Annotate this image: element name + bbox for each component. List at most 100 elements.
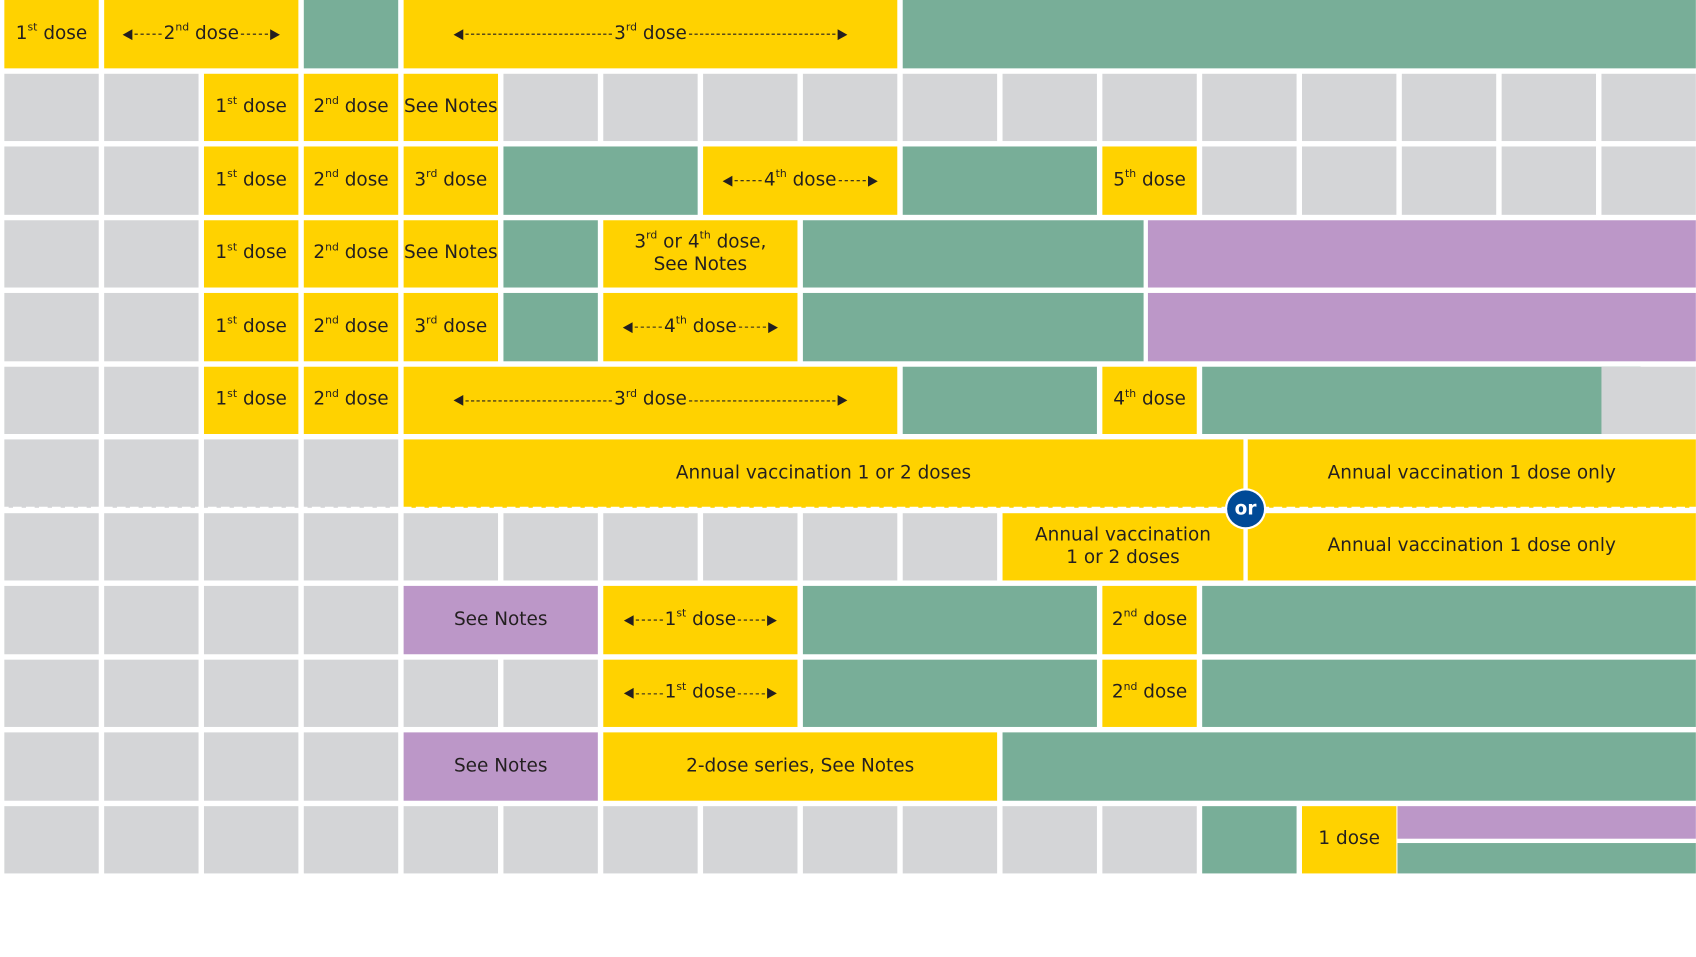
cell-grey [104,439,199,508]
cell-grey [4,292,99,362]
cell-third-dose: 3rd dose [403,366,898,434]
cell-grey [4,73,99,142]
cell-grey [4,439,99,508]
cell-second-dose: 2nd dose [104,0,299,69]
dose-label: 1st dose [215,314,287,338]
cell-grey [802,73,898,142]
cell-grey [203,806,299,874]
cell-grey [503,659,598,727]
cell-first-dose: 1st dose [4,0,99,69]
cell-fourth-dose: 4th dose [1102,366,1197,434]
cell-third-dose: 3rd dose [403,146,499,215]
dose-label: 3rd dose [414,314,488,338]
cell-grey [403,659,499,727]
cell-green [902,0,1696,69]
cell-grey [802,513,898,581]
dose-label: Annual vaccination 1 dose only [1327,462,1616,484]
cell-first-dose: 1st dose [203,146,299,215]
cell-grey [603,73,698,142]
span-line [635,619,663,621]
cell-grey [104,220,199,288]
cell-first-dose: 1st dose [203,73,299,142]
arrow-right-icon [767,687,778,699]
cell-grey [4,366,99,434]
cell-grey [104,659,199,727]
dose-label: 2nd dose [1111,607,1188,631]
cell-second-dose: 2nd dose [1102,585,1197,655]
cell-first-dose: 1st dose [203,220,299,288]
span-line [134,33,162,35]
cell-green [1397,843,1696,874]
cell-fourth-dose: 4th dose [603,292,798,362]
cell-grey [203,659,299,727]
dose-label: 4th dose [1113,388,1186,411]
cell-see-notes: See Notes [403,73,499,142]
arrow-left-icon [622,321,633,333]
cell-first-dose: 1st dose [203,292,299,362]
dose-label: 1st dose [664,607,737,631]
arrow-right-icon [270,28,281,40]
cell-grey [203,439,299,508]
span-line [734,180,762,182]
dose-label: 1 or 2 doses [1066,546,1180,569]
two-line-label: 3rd or 4th dose, See Notes [634,231,766,277]
span-line [465,399,612,401]
cell-fifth-dose: 5th dose [1102,146,1197,215]
cell-grey [503,513,598,581]
cell-second-dose: 2nd dose [1102,659,1197,727]
span-line [738,326,767,328]
cell-grey [1401,73,1497,142]
arrow-left-icon [623,614,634,626]
cell-annual-1-only: Annual vaccination 1 dose only [1247,513,1696,581]
cell-grey [1002,806,1097,874]
dose-label: 1st dose [15,21,88,45]
arrow-right-icon [768,321,778,333]
cell-grey [4,732,99,801]
span-line [635,692,663,694]
cell-green [802,292,1144,362]
cell-third-dose: 3rd dose [403,0,898,69]
dose-label: 4th dose [763,168,837,191]
cell-green [802,585,1097,655]
label-line: 1 or 2 doses [1035,547,1211,570]
cell-green [902,366,1097,434]
arrow-left-icon [453,394,464,406]
dose-label: 1 dose [1318,828,1380,850]
cell-grey [1102,73,1197,142]
cell-grey [203,732,299,801]
dose-label: 2nd dose [313,241,389,265]
cell-grey [104,146,199,215]
dose-label: 2nd dose [163,21,239,45]
arrow-left-icon [722,175,733,187]
dose-label: Annual vaccination [1035,523,1211,546]
cell-grey [303,659,399,727]
cell-fourth-dose: 4th dose [703,146,898,215]
cell-see-notes: See Notes [403,732,598,801]
span-line [688,33,836,35]
dose-label: 1st dose [215,241,287,265]
arrow-left-icon [453,28,464,40]
cell-grey [303,585,399,655]
dose-label: 2nd dose [313,388,389,411]
cell-grey [1102,806,1197,874]
cell-grey [303,806,399,874]
cell-grey [902,513,998,581]
cell-grey [303,439,399,508]
cell-grey [503,73,598,142]
cell-grey [4,585,99,655]
cell-grey [902,73,998,142]
cell-third-dose: 3rd dose [403,292,499,362]
cell-green [1202,659,1696,727]
cell-green [1202,366,1641,434]
cell-green [503,220,598,288]
cell-grey [403,806,499,874]
cell-see-notes: See Notes [403,585,598,655]
cell-second-dose: 2nd dose [303,220,399,288]
cell-grey [1202,146,1297,215]
cell-multi-line: Annual vaccination 1 or 2 doses [1002,513,1244,581]
cell-grey [4,146,99,215]
cell-green [1002,732,1696,801]
dose-label: 3rd dose [414,168,488,191]
cell-annual-1-only: Annual vaccination 1 dose only [1247,439,1696,508]
cell-grey [4,513,99,581]
